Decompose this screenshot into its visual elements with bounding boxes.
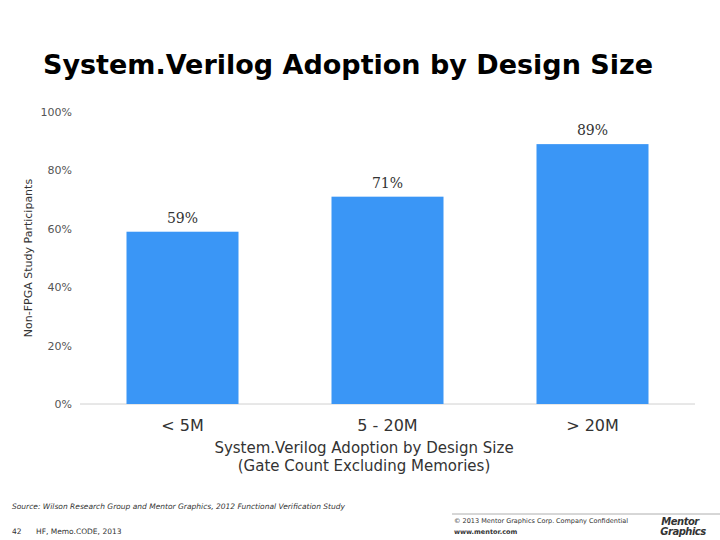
source: Source: Wilson Research Group and Mentor… <box>12 502 345 511</box>
data-label: 59% <box>167 210 198 226</box>
logo: Graphics <box>660 526 706 537</box>
y-tick-label: 40% <box>48 281 72 294</box>
data-label: 89% <box>577 122 608 138</box>
y-tick-label: 100% <box>41 106 72 119</box>
footer-rule <box>452 514 720 515</box>
background <box>0 0 720 540</box>
bars <box>127 144 649 404</box>
y-tick-label: 0% <box>55 398 72 411</box>
bar <box>537 144 649 404</box>
x-axis-label: System.Verilog Adoption by Design Size <box>214 439 513 457</box>
bar <box>332 197 444 404</box>
copyright: © 2013 Mentor Graphics Corp. <box>454 517 554 525</box>
url: www.mentor.com <box>454 528 518 536</box>
confidential: Company Confidential <box>556 517 628 525</box>
page-number: 42 <box>12 527 22 536</box>
x-tick-label: > 20M <box>566 416 619 435</box>
y-axis-label: Non-FPGA Study Participants <box>22 179 35 338</box>
data-label: 71% <box>372 175 403 191</box>
chart: System.Verilog Adoption by Design Size No… <box>0 0 720 540</box>
x-tick-label: 5 - 20M <box>357 416 417 435</box>
y-tick-label: 80% <box>48 164 72 177</box>
y-tick-label: 60% <box>48 223 72 236</box>
title: System.Verilog Adoption by Design Size <box>43 49 653 80</box>
x-tick-label: < 5M <box>161 416 203 435</box>
y-tick-label: 20% <box>48 340 72 353</box>
x-axis-label: (Gate Count Excluding Memories) <box>238 457 491 475</box>
bar <box>127 232 239 404</box>
event: HF, Memo.CODE, 2013 <box>36 527 122 536</box>
